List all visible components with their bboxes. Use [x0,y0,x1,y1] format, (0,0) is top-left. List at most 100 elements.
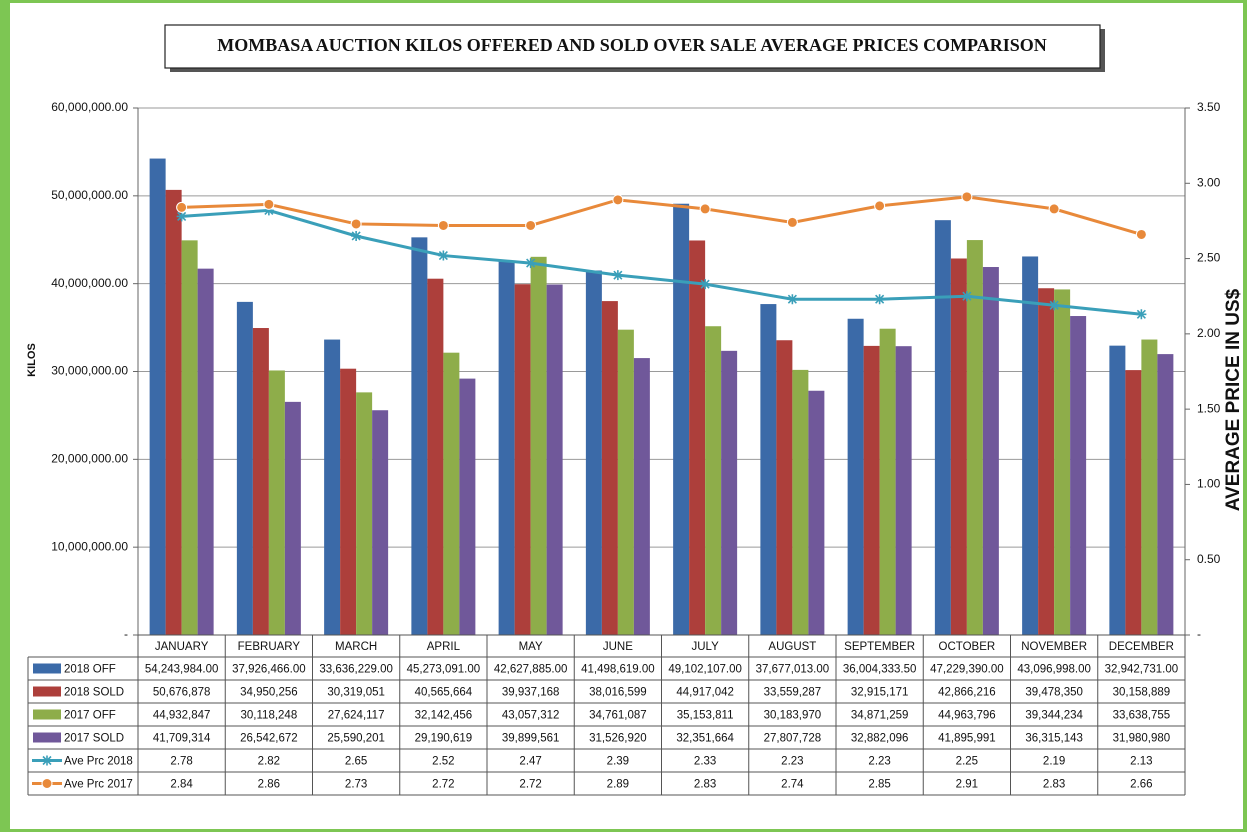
table-cell: 2.52 [432,756,454,768]
legend-key [33,732,61,743]
table-cell: 32,142,456 [415,710,473,722]
bar [236,301,253,635]
marker [437,219,449,231]
bar [1109,345,1126,635]
bar [879,328,896,635]
table-cell: 39,344,234 [1025,710,1083,722]
marker [612,270,623,281]
table-cell: 2.82 [258,756,280,768]
marker [874,294,885,305]
y-tick-label: 40,000,000.00 [51,276,128,290]
x-tick-label: JULY [691,641,719,653]
table-cell: 2.13 [1130,756,1152,768]
table-cell: 2.47 [519,756,541,768]
y-tick-label: 60,000,000.00 [51,100,128,114]
table-cell: 26,542,672 [240,733,298,745]
legend-label: 2017 OFF [64,710,116,722]
x-tick-label: SEPTEMBER [844,641,915,653]
marker [961,291,972,302]
bar [617,329,634,635]
x-tick-label: MAY [519,641,543,653]
y2-tick-label: - [1197,627,1201,641]
bar [950,258,967,635]
table-cell: 34,761,087 [589,710,647,722]
bar [530,256,547,635]
table-cell: 37,926,466.00 [232,664,306,676]
bar [356,392,373,635]
bar [705,326,722,635]
table-cell: 45,273,091.00 [407,664,481,676]
bar [863,345,880,635]
price-line [181,208,1142,316]
x-tick-label: MARCH [335,641,377,653]
marker [1136,309,1147,320]
y2-tick-label: 2.00 [1197,326,1221,340]
legend-label: Ave Prc 2018 [64,756,133,768]
table-cell: 27,624,117 [328,710,385,722]
bar [411,237,428,635]
bar [1157,354,1174,635]
table-cell: 49,102,107.00 [668,664,742,676]
bar [1022,256,1039,635]
y2-tick-label: 1.50 [1197,401,1221,415]
table-cell: 32,351,664 [676,733,734,745]
bar [934,220,951,635]
table-cell: 30,158,889 [1113,687,1171,699]
table-cell: 32,942,731.00 [1105,664,1179,676]
table-cell: 32,882,096 [851,733,909,745]
legend-key [33,686,61,697]
legend-label: 2018 OFF [64,664,116,676]
table-cell: 42,866,216 [938,687,996,699]
x-tick-label: NOVEMBER [1021,641,1087,653]
marker [612,194,624,206]
marker [263,205,274,216]
x-tick-label: APRIL [427,641,461,653]
table-cell: 2.89 [607,779,629,791]
bar [673,203,690,635]
bar [792,369,809,635]
bar [760,304,777,635]
x-tick-label: OCTOBER [939,641,996,653]
table-cell: 2.23 [868,756,890,768]
table-cell: 30,183,970 [764,710,822,722]
table-cell: 50,676,878 [153,687,211,699]
bar [585,270,602,635]
bar [721,350,738,635]
marker [1135,228,1147,240]
table-cell: 2.33 [694,756,716,768]
table-cell: 33,559,287 [764,687,822,699]
table-cell: 2.65 [345,756,367,768]
bar [689,240,706,636]
table-cell: 32,915,171 [851,687,909,699]
legend-label: 2018 SOLD [64,687,124,699]
table-cell: 2.74 [781,779,804,791]
table-cell: 27,807,728 [764,733,822,745]
bar [776,340,793,635]
table-cell: 33,636,229.00 [319,664,393,676]
marker [176,211,187,222]
table-cell: 2.39 [607,756,629,768]
table-cell: 2.83 [694,779,716,791]
table-cell: 2.72 [519,779,541,791]
bar [197,268,214,635]
bar [459,378,476,635]
x-tick-label: AUGUST [768,641,816,653]
table-cell: 30,118,248 [241,710,298,722]
bar [808,390,825,635]
table-cell: 44,963,796 [938,710,996,722]
table-cell: 37,677,013.00 [756,664,830,676]
marker [438,250,449,261]
bar [1038,288,1055,635]
table-cell: 2.73 [345,779,367,791]
table-cell: 2.85 [868,779,890,791]
table-cell: 47,229,390.00 [930,664,1004,676]
table-cell: 2.66 [1130,779,1152,791]
table-cell: 43,096,998.00 [1017,664,1091,676]
y2-tick-label: 3.50 [1197,100,1221,114]
bar [982,267,999,635]
y-tick-label: 50,000,000.00 [51,188,128,202]
marker [699,203,711,215]
table-cell: 30,319,051 [327,687,385,699]
table-cell: 2.25 [956,756,978,768]
table-cell: 39,937,168 [502,687,560,699]
